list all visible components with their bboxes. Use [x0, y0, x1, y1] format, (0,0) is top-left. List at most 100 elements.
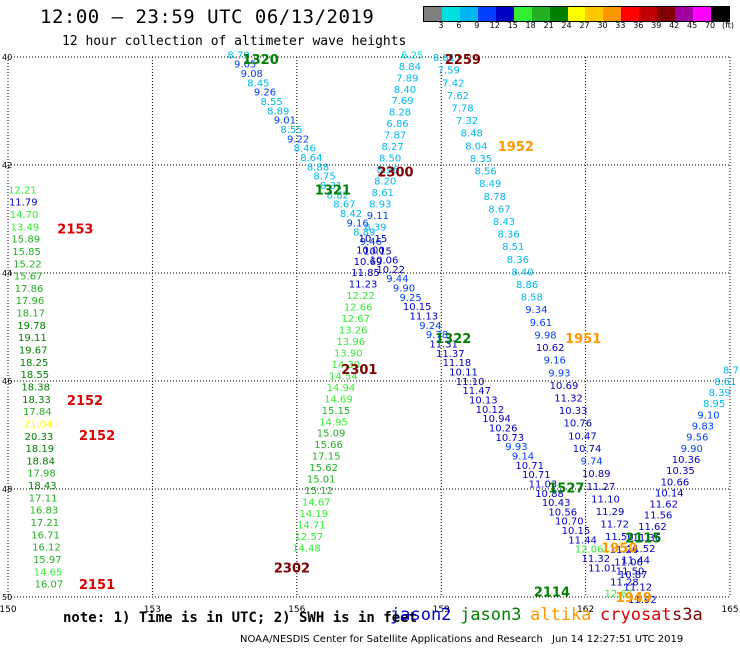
wave-height-label: 8.67 — [333, 200, 355, 211]
wave-height-label: 13.49 — [11, 222, 40, 233]
satellite-label-cryosat: cryosat — [600, 605, 672, 625]
wave-height-label: 10.73 — [496, 433, 525, 444]
wave-height-label: 10.33 — [559, 406, 588, 417]
wave-height-label: 11.92 — [628, 595, 657, 606]
color-swatch — [693, 7, 711, 21]
wave-height-label: 8.89 — [267, 106, 289, 117]
pass-time-label: 2302 — [274, 561, 310, 576]
wave-height-label: 8.39 — [709, 388, 731, 399]
wave-height-label: 18.43 — [28, 481, 57, 492]
x-tick-label: 156 — [288, 605, 305, 615]
color-swatch — [675, 7, 694, 21]
wave-height-label: 10.06 — [370, 256, 399, 267]
wave-height-label: 12.61 — [604, 589, 633, 600]
wave-height-label: 8.95 — [703, 399, 725, 410]
chart-title: 12:00 – 23:59 UTC 06/13/2019 — [40, 6, 375, 28]
wave-height-label: 10.13 — [469, 395, 498, 406]
wave-height-label: 10.11 — [449, 368, 478, 379]
wave-height-label: 15.85 — [12, 247, 41, 258]
note-text: note: 1) Time is in UTC; 2) SWH is in fe… — [63, 610, 418, 626]
wave-height-label: 7.62 — [447, 91, 469, 102]
x-tick-label: 150 — [0, 605, 17, 615]
wave-height-label: 8.39 — [364, 222, 386, 233]
wave-height-label: 8.40 — [394, 85, 416, 96]
wave-height-label: 7.59 — [438, 66, 460, 77]
wave-height-label: 9.98 — [534, 330, 556, 341]
color-swatch — [621, 7, 640, 21]
wave-height-label: 17.84 — [23, 407, 52, 418]
wave-height-label: 15.22 — [13, 259, 42, 270]
wave-height-label: 11.01 — [588, 563, 617, 574]
wave-height-label: 8.50 — [379, 154, 401, 165]
wave-height-label: 12.06 — [575, 545, 604, 556]
wave-height-label: 18.17 — [16, 309, 45, 320]
satellite-label-altika: altika — [530, 605, 592, 625]
wave-height-label: 19.11 — [18, 333, 47, 344]
color-swatch — [549, 7, 568, 21]
wave-height-label: 11.26 — [610, 545, 639, 556]
pass-time-label: 1950 — [601, 541, 637, 556]
wave-height-label: 11.06 — [614, 557, 643, 568]
wave-height-label: 10.69 — [354, 257, 383, 268]
wave-height-label: 17.15 — [312, 452, 341, 463]
pass-time-label: 1320 — [243, 53, 279, 68]
wave-height-label: 10.70 — [555, 517, 584, 528]
wave-height-label: 18.33 — [22, 395, 51, 406]
color-scale-label: 6 — [456, 21, 462, 30]
color-scale-labels: 3 6 9 12 15 18 21 24 27 30 33 36 39 42 45 70 (ft) — [423, 21, 740, 33]
wave-height-label: 21.04 — [24, 419, 53, 430]
color-scale-label: 45 — [687, 21, 698, 30]
wave-height-label: 6.25 — [401, 50, 423, 61]
wave-height-label: 14.95 — [319, 417, 348, 428]
wave-height-label: 11.03 — [529, 479, 558, 490]
wave-height-label: 9.78 — [426, 330, 448, 341]
wave-height-label: 8.27 — [381, 142, 403, 153]
wave-height-label: 13.26 — [339, 326, 368, 337]
wave-height-label: 9.90 — [393, 284, 415, 295]
x-tick-label: 165 — [721, 605, 738, 615]
wave-height-label: 11.18 — [443, 358, 472, 369]
wave-height-label: 8.35 — [470, 154, 492, 165]
wave-height-label: 9.24 — [419, 321, 441, 332]
wave-height-label: 15.67 — [14, 272, 43, 283]
pass-time-label: 1322 — [435, 332, 471, 347]
wave-height-label: 18.55 — [21, 370, 50, 381]
wave-height-label: 8.20 — [374, 177, 396, 188]
wave-height-label: 11.12 — [623, 583, 652, 594]
wave-height-label: 10.47 — [568, 431, 597, 442]
wave-height-label: 8.45 — [247, 78, 269, 89]
wave-height-label: 10.71 — [515, 461, 544, 472]
color-scale-label: 27 — [579, 21, 590, 30]
color-swatch — [585, 7, 604, 21]
wave-height-label: 11.44 — [568, 535, 597, 546]
wave-height-label: 15.97 — [33, 555, 62, 566]
color-scale-label: 9 — [474, 21, 480, 30]
y-tick-label: 44 — [2, 269, 12, 278]
wave-height-label: 11.32 — [582, 554, 611, 565]
wave-height-label: 11.10 — [456, 377, 485, 388]
wave-height-label: 10.94 — [482, 414, 511, 425]
pass-time-label: 1952 — [498, 140, 534, 155]
wave-height-label: 10.76 — [564, 419, 593, 430]
wave-height-label: 9.34 — [525, 305, 547, 316]
wave-height-label: 7.32 — [456, 116, 478, 127]
wave-height-label: 11.29 — [596, 507, 625, 518]
pass-time-label: 1527 — [548, 481, 584, 496]
pass-time-label: 2259 — [445, 53, 481, 68]
wave-height-label: 9.56 — [686, 433, 708, 444]
wave-height-label: 18.19 — [25, 444, 54, 455]
color-swatch — [424, 7, 442, 21]
pass-time-label: 2152 — [79, 429, 115, 444]
y-tick-label: 42 — [2, 161, 12, 170]
wave-height-label: 11.32 — [554, 394, 583, 405]
wave-height-label: 8.36 — [498, 230, 520, 241]
wave-height-label: 8.96 — [377, 165, 399, 176]
wave-height-label: 14.19 — [299, 509, 328, 520]
wave-height-label: 14.48 — [292, 543, 321, 554]
wave-height-label: 8.82 — [327, 190, 349, 201]
wave-height-label: 8.88 — [307, 162, 329, 173]
color-scale-label: 39 — [651, 21, 662, 30]
wave-height-label: 11.47 — [462, 386, 491, 397]
wave-height-label: 14.69 — [324, 394, 353, 405]
